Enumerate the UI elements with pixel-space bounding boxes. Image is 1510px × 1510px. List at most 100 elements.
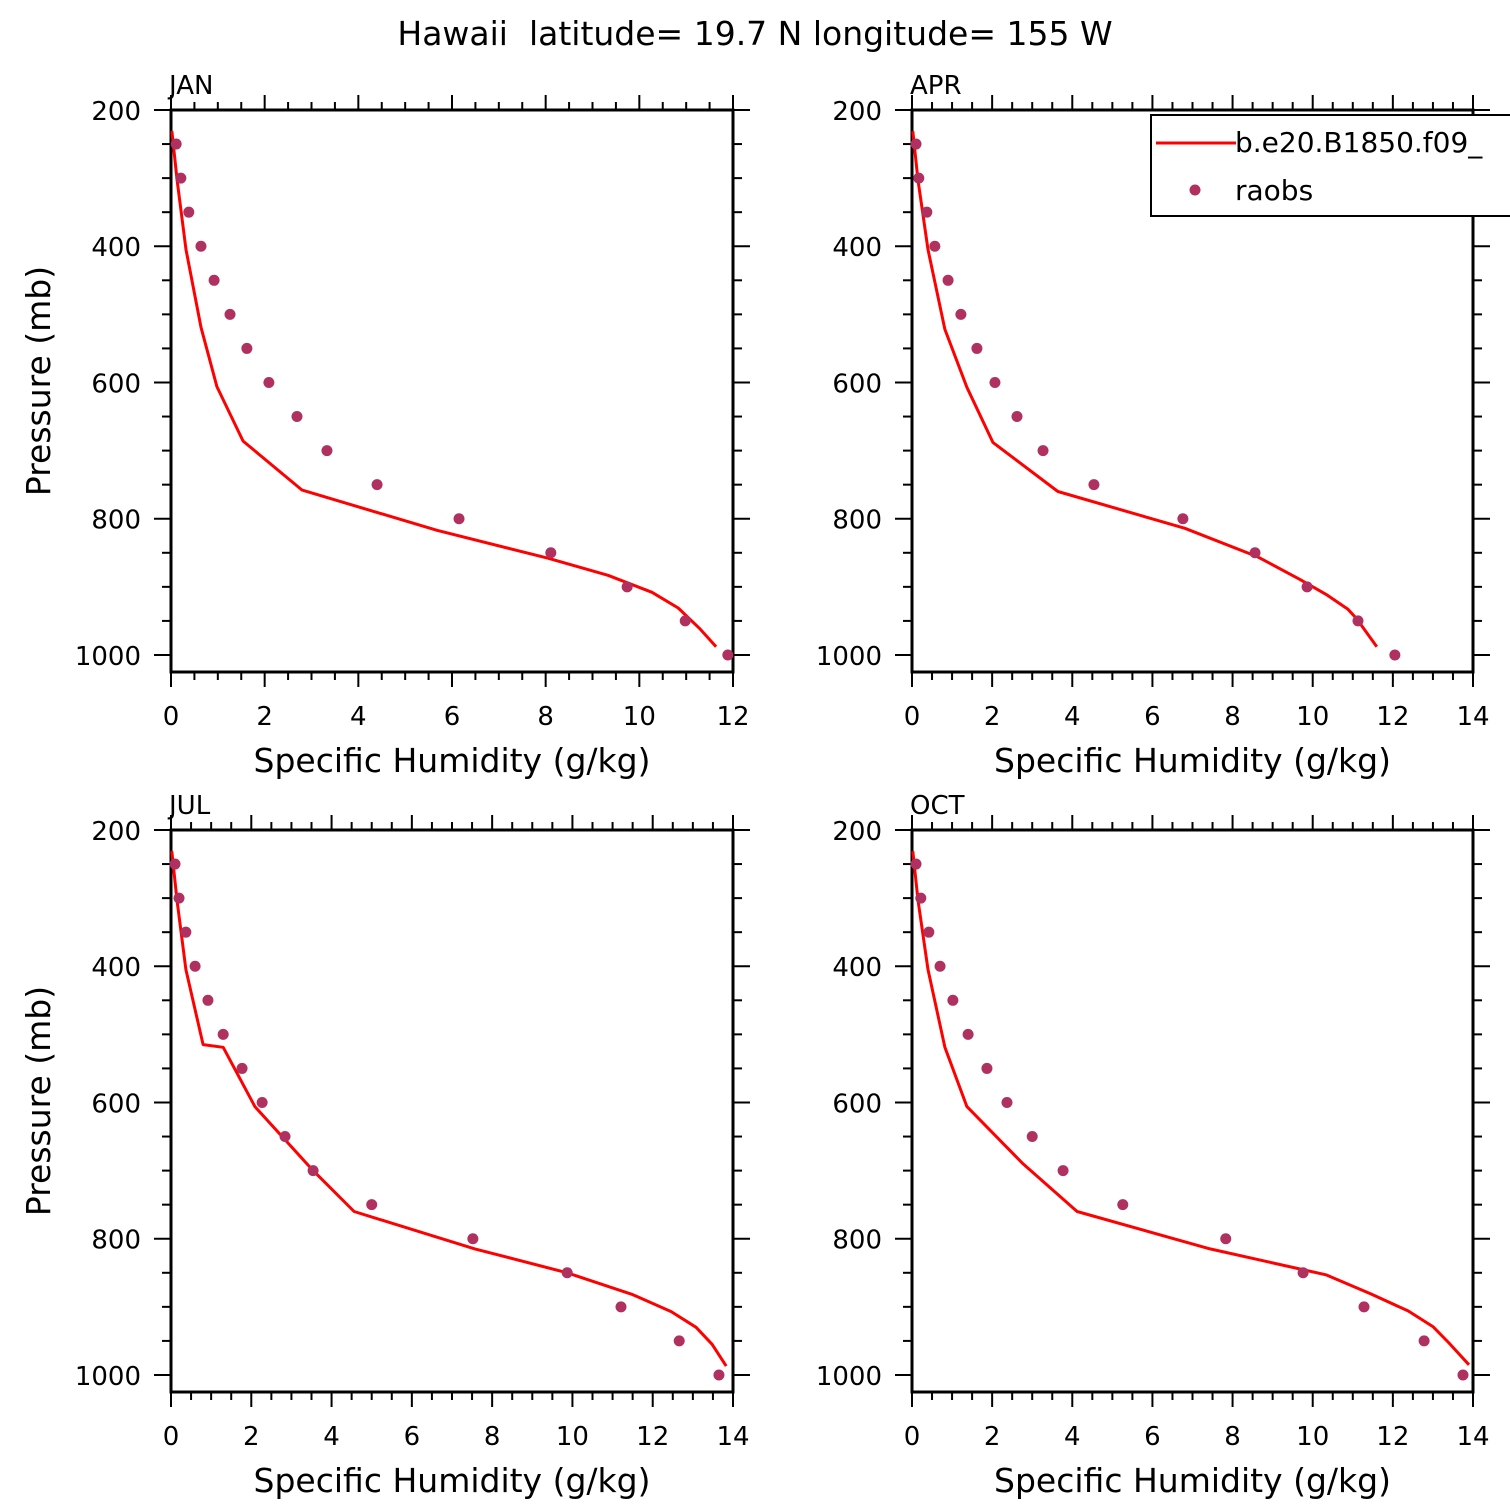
raobs-point xyxy=(263,376,275,388)
x-tick-label: 0 xyxy=(904,702,921,732)
raobs-point xyxy=(1457,1369,1469,1381)
panel-title: JAN xyxy=(167,71,213,101)
x-tick-label: 8 xyxy=(1224,1422,1241,1452)
raobs-point xyxy=(713,1369,725,1381)
x-tick-label: 0 xyxy=(904,1422,921,1452)
x-tick-label: 2 xyxy=(984,1422,1001,1452)
raobs-point xyxy=(169,858,181,870)
raobs-point xyxy=(189,960,201,972)
y-tick-label: 800 xyxy=(91,1226,141,1256)
x-tick-label: 10 xyxy=(556,1422,589,1452)
panel-jan: 0 2 4 6 8 10 12 200 400 600 800 1000 JAN Specific Hum… xyxy=(19,71,750,780)
raobs-point xyxy=(915,892,927,904)
y-tick-label: 400 xyxy=(91,233,141,263)
y-tick-label: 400 xyxy=(832,233,882,263)
raobs-point xyxy=(942,274,954,286)
x-axis-title: Specific Humidity (g/kg) xyxy=(994,1461,1391,1500)
panel-title: APR xyxy=(910,71,962,101)
x-tick-label: 10 xyxy=(1296,702,1329,732)
y-tick-label: 1000 xyxy=(816,642,882,672)
y-tick-label: 400 xyxy=(91,953,141,983)
x-tick-label: 12 xyxy=(1376,1422,1409,1452)
x-tick-label: 6 xyxy=(1144,1422,1161,1452)
y-tick-label: 600 xyxy=(832,1089,882,1119)
x-tick-label: 4 xyxy=(1064,1422,1081,1452)
raobs-point xyxy=(955,308,967,320)
raobs-point xyxy=(971,342,983,354)
raobs-point xyxy=(180,926,192,938)
raobs-point xyxy=(947,994,959,1006)
raobs-point xyxy=(1057,1165,1069,1177)
y-tick-label: 800 xyxy=(832,506,882,536)
y-tick-label: 1000 xyxy=(816,1362,882,1392)
y-tick-label: 600 xyxy=(832,369,882,399)
raobs-point xyxy=(615,1301,627,1313)
x-axis-title: Specific Humidity (g/kg) xyxy=(994,741,1391,780)
raobs-point xyxy=(673,1335,685,1347)
raobs-point xyxy=(1358,1301,1370,1313)
raobs-point xyxy=(910,858,922,870)
x-tick-label: 4 xyxy=(350,702,367,732)
raobs-point xyxy=(217,1028,229,1040)
y-axis-title: Pressure (mb) xyxy=(19,266,58,496)
raobs-point xyxy=(913,172,925,184)
y-tick-label: 800 xyxy=(832,1226,882,1256)
raobs-point xyxy=(1026,1131,1038,1143)
x-axis-title: Specific Humidity (g/kg) xyxy=(254,1461,651,1500)
plot-frame xyxy=(910,828,1475,1394)
raobs-point xyxy=(1352,615,1364,627)
raobs-point xyxy=(467,1233,479,1245)
raobs-point xyxy=(1011,411,1023,423)
model-line xyxy=(911,850,1471,1366)
y-tick-label: 200 xyxy=(832,817,882,847)
raobs-point xyxy=(371,479,383,491)
legend-dot-swatch xyxy=(1189,184,1201,196)
raobs-point xyxy=(202,994,214,1006)
y-tick-label: 200 xyxy=(91,97,141,127)
x-tick-label: 0 xyxy=(163,702,180,732)
raobs-point xyxy=(183,206,195,218)
panel-oct: 0 2 4 6 8 10 12 14 200 400 600 800 1000 OCT Specific H… xyxy=(816,791,1490,1500)
plot-frame xyxy=(910,108,1475,674)
raobs-point xyxy=(279,1131,291,1143)
raobs-point xyxy=(224,308,236,320)
raobs-point xyxy=(679,615,691,627)
x-tick-label: 6 xyxy=(444,702,461,732)
raobs-point xyxy=(934,960,946,972)
plot-frame xyxy=(169,828,735,1394)
raobs-point xyxy=(545,547,557,559)
raobs-point xyxy=(1389,649,1401,661)
raobs-point xyxy=(175,172,187,184)
raobs-point xyxy=(453,513,465,525)
y-tick-label: 1000 xyxy=(75,642,141,672)
raobs-point xyxy=(1301,581,1313,593)
raobs-point xyxy=(1297,1267,1309,1279)
x-tick-label: 14 xyxy=(1456,1422,1489,1452)
x-tick-label: 10 xyxy=(1296,1422,1329,1452)
y-tick-label: 600 xyxy=(91,1089,141,1119)
raobs-point xyxy=(989,376,1001,388)
panel-apr: 0 2 4 6 8 10 12 14 200 400 600 800 1000 APR Specific H… xyxy=(816,71,1490,780)
plot-frame xyxy=(169,108,735,674)
legend: b.e20.B1850.f09_ raobs xyxy=(1150,114,1510,217)
model-line xyxy=(170,130,718,648)
raobs-point xyxy=(561,1267,573,1279)
raobs-point xyxy=(910,138,922,150)
raobs-point xyxy=(1418,1335,1430,1347)
y-tick-label: 800 xyxy=(91,506,141,536)
x-tick-label: 8 xyxy=(1224,702,1241,732)
raobs-point xyxy=(208,274,220,286)
legend-label-model: b.e20.B1850.f09_ xyxy=(1235,126,1483,159)
y-axis-title: Pressure (mb) xyxy=(19,986,58,1216)
figure-title: Hawaii latitude= 19.7 N longitude= 155 W xyxy=(397,14,1112,53)
x-tick-label: 6 xyxy=(404,1422,421,1452)
x-tick-label: 10 xyxy=(623,702,656,732)
raobs-point xyxy=(173,892,185,904)
panel-title: JUL xyxy=(167,791,211,821)
x-tick-label: 12 xyxy=(636,1422,669,1452)
raobs-point xyxy=(1177,513,1189,525)
x-tick-label: 12 xyxy=(716,702,749,732)
model-line xyxy=(170,850,728,1367)
x-axis-title: Specific Humidity (g/kg) xyxy=(254,741,651,780)
